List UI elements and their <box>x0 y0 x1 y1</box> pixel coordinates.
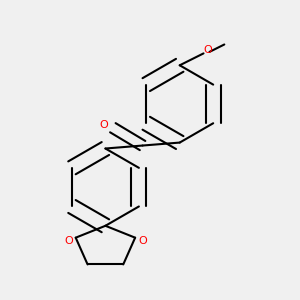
Text: O: O <box>64 236 73 246</box>
Text: O: O <box>204 45 212 56</box>
Text: O: O <box>100 120 108 130</box>
Text: O: O <box>138 236 147 246</box>
